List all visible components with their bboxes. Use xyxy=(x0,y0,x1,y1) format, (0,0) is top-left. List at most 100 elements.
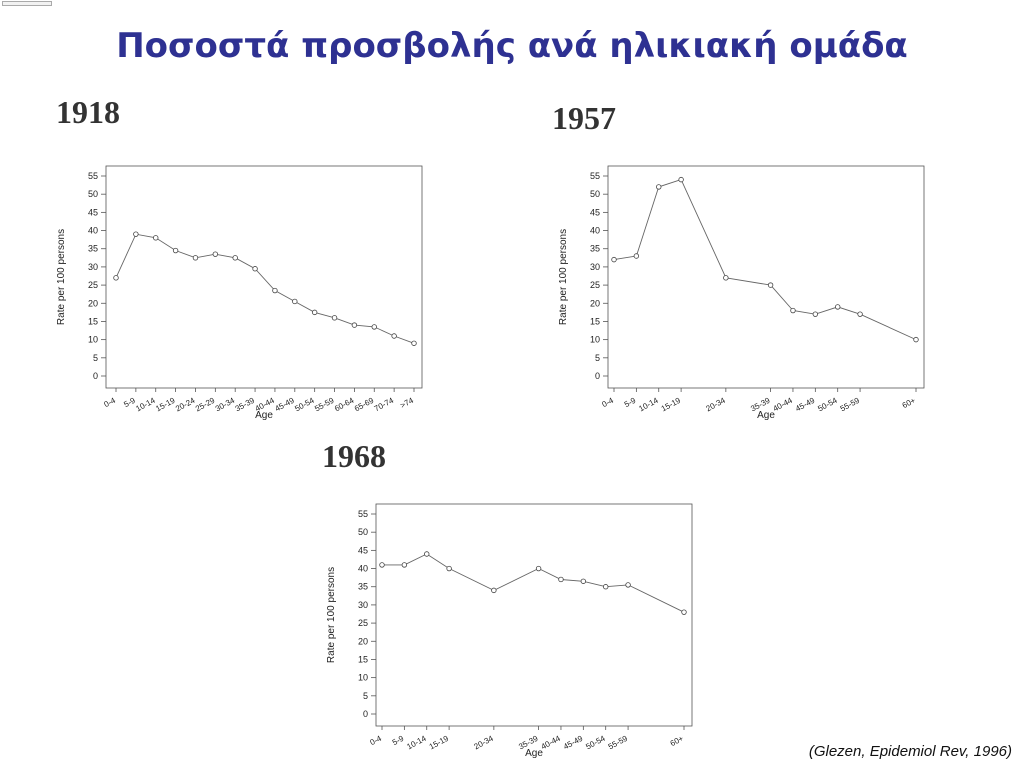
data-point xyxy=(351,322,358,328)
data-point xyxy=(681,609,687,615)
data-point xyxy=(857,311,863,317)
data-point xyxy=(379,562,385,568)
x-tick-label: 20-24 xyxy=(174,396,197,414)
x-tick-label: 20-34 xyxy=(472,734,495,752)
data-point xyxy=(192,255,199,261)
x-tick-label: 5-9 xyxy=(623,396,638,410)
data-point xyxy=(292,298,298,305)
y-tick-label: 40 xyxy=(590,226,600,236)
data-point xyxy=(535,565,542,572)
y-tick-label: 5 xyxy=(93,353,98,363)
data-point xyxy=(272,287,278,294)
data-point xyxy=(212,251,219,257)
data-point xyxy=(835,304,841,310)
y-tick-label: 45 xyxy=(88,207,98,217)
chart-title-1968: 1968 xyxy=(322,438,386,474)
y-axis-label: Rate per 100 persons xyxy=(326,567,337,663)
y-tick-label: 15 xyxy=(590,316,600,326)
y-tick-label: 35 xyxy=(358,582,368,592)
x-tick-label: 40-44 xyxy=(772,396,795,414)
y-tick-label: 0 xyxy=(595,371,600,381)
x-tick-label: 0-4 xyxy=(103,396,118,410)
data-point xyxy=(424,551,430,557)
x-tick-label: 0-4 xyxy=(369,734,384,748)
data-point xyxy=(611,256,617,263)
data-point xyxy=(913,336,919,343)
x-tick-label: 55-59 xyxy=(607,734,630,752)
chart-title-1957: 1957 xyxy=(552,100,616,136)
x-tick-label: 45-49 xyxy=(273,396,296,414)
y-tick-label: 35 xyxy=(590,244,600,254)
data-point xyxy=(172,247,179,254)
x-axis-label: Age xyxy=(525,748,543,759)
citation: (Glezen, Epidemiol Rev, 1996) xyxy=(808,743,1012,760)
plot-frame xyxy=(105,165,423,389)
y-tick-label: 10 xyxy=(88,335,98,345)
plot-frame xyxy=(607,165,925,389)
y-axis-label: Rate per 100 persons xyxy=(558,229,569,325)
y-tick-label: 25 xyxy=(88,280,98,290)
plot-frame xyxy=(375,503,693,727)
y-tick-label: 55 xyxy=(358,509,368,519)
y-tick-label: 15 xyxy=(358,654,368,664)
data-point xyxy=(371,324,377,330)
data-point xyxy=(812,311,819,317)
y-tick-label: 45 xyxy=(358,545,368,555)
series-line xyxy=(115,233,415,344)
x-tick-label: 50-54 xyxy=(293,396,316,414)
y-tick-label: 30 xyxy=(358,600,368,610)
x-tick-label: 70-74 xyxy=(373,396,396,414)
x-tick-label: >74 xyxy=(399,396,416,411)
x-tick-label: 10-14 xyxy=(405,734,428,752)
x-tick-label: 35-39 xyxy=(234,396,257,414)
x-tick-label: 55-59 xyxy=(839,396,862,414)
data-point xyxy=(391,333,397,339)
data-point xyxy=(767,282,774,288)
y-tick-label: 50 xyxy=(88,189,98,199)
data-point xyxy=(633,253,640,259)
data-point xyxy=(656,184,662,190)
y-tick-label: 55 xyxy=(590,171,600,181)
data-point xyxy=(580,578,587,584)
data-point xyxy=(625,582,631,588)
x-tick-label: 45-49 xyxy=(562,734,585,752)
y-tick-label: 20 xyxy=(88,298,98,308)
chart-title-1918: 1918 xyxy=(56,94,120,130)
data-point xyxy=(723,275,729,281)
x-tick-label: 60+ xyxy=(901,396,917,410)
data-point xyxy=(790,307,796,314)
x-tick-label: 40-44 xyxy=(540,734,563,752)
x-tick-label: 25-29 xyxy=(194,396,217,414)
y-tick-label: 20 xyxy=(358,636,368,646)
x-tick-label: 15-19 xyxy=(428,734,451,752)
x-tick-label: 50-54 xyxy=(816,396,839,414)
y-tick-label: 45 xyxy=(590,207,600,217)
data-point xyxy=(558,576,564,583)
y-tick-label: 0 xyxy=(93,371,98,381)
data-point xyxy=(603,584,609,590)
x-tick-label: 15-19 xyxy=(154,396,177,414)
x-tick-label: 50-54 xyxy=(584,734,607,752)
y-tick-label: 40 xyxy=(358,564,368,574)
y-tick-label: 25 xyxy=(358,618,368,628)
data-point xyxy=(446,565,452,572)
x-tick-label: 30-34 xyxy=(214,396,237,414)
chart-1957: 0 5 10 15 20 25 30 35 40 45 50 55 0-4 5-9 10-14 15-19 20… xyxy=(558,165,925,421)
data-point xyxy=(113,275,119,281)
y-tick-label: 50 xyxy=(590,189,600,199)
x-tick-label: 20-34 xyxy=(704,396,727,414)
y-tick-label: 40 xyxy=(88,226,98,236)
series-line xyxy=(613,179,917,341)
x-tick-label: 60+ xyxy=(669,734,685,748)
slide-title: Ποσοστά προσβολής ανά ηλικιακή ομάδα xyxy=(116,26,908,66)
x-tick-label: 55-59 xyxy=(313,396,336,414)
y-tick-label: 50 xyxy=(358,527,368,537)
x-tick-label: 60-64 xyxy=(333,396,356,414)
x-tick-label: 45-49 xyxy=(794,396,817,414)
y-tick-label: 30 xyxy=(88,262,98,272)
y-tick-label: 0 xyxy=(363,709,368,719)
y-tick-label: 25 xyxy=(590,280,600,290)
y-axis-label: Rate per 100 persons xyxy=(56,229,67,325)
y-tick-label: 10 xyxy=(590,335,600,345)
